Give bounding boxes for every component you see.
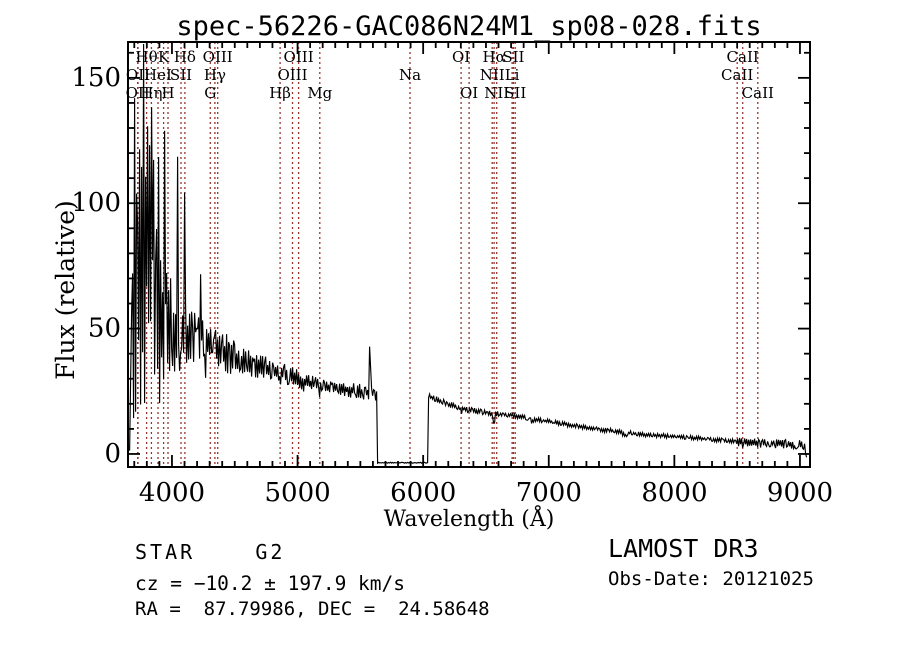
spectral-line-label: CaII (727, 48, 759, 66)
spectral-line-label: Hβ (269, 84, 291, 102)
y-tick-label: 150 (71, 63, 121, 93)
spectrum-trace (129, 43, 808, 465)
spectral-line-label: CaII (742, 84, 774, 102)
y-tick-label: 100 (71, 188, 121, 218)
spectral-line-label: Li (505, 66, 520, 84)
spectral-line-label: G (204, 84, 216, 102)
y-tick-label: 0 (104, 439, 121, 469)
spectral-line-label: Hη (140, 84, 162, 102)
x-tick-label: 6000 (390, 478, 456, 508)
spectral-line-label: OI (452, 48, 470, 66)
spectral-line-label: NII (484, 84, 509, 102)
spectral-line-label: H (161, 84, 174, 102)
spectral-line-label: HeI (144, 66, 172, 84)
x-axis-label: Wavelength (Å) (383, 507, 555, 532)
plot-title: spec-56226-GAC086N24M1_sp08-028.fits (176, 11, 762, 42)
x-tick-label: 7000 (516, 478, 582, 508)
y-axis-label: Flux (relative) (51, 200, 80, 380)
spectral-line-label: Na (399, 66, 421, 84)
spectral-line-label: Mg (307, 84, 332, 102)
x-tick-label: 8000 (641, 478, 707, 508)
x-tick-label: 5000 (265, 478, 331, 508)
x-tick-label: 4000 (139, 478, 205, 508)
spectral-line-label: SII (504, 84, 526, 102)
spectral-line-label: Hδ (174, 48, 196, 66)
spectral-line-label: OIII (284, 48, 314, 66)
object-class-text: STAR G2 (135, 540, 286, 564)
plot-frame (127, 41, 811, 468)
spectral-line-label: OIII (277, 66, 307, 84)
spectral-line-label: Hθ (136, 48, 158, 66)
ra-dec-text: RA = 87.79986, DEC = 24.58648 (135, 598, 490, 620)
obs-date-text: Obs-Date: 20121025 (608, 568, 814, 590)
spectral-line-label: OIII (203, 48, 233, 66)
spectral-line-label: NII (480, 66, 505, 84)
spectral-line-label: SII (502, 48, 524, 66)
spectral-line-label: Hγ (204, 66, 226, 84)
spectral-line-label: SII (170, 66, 192, 84)
cz-velocity-text: cz = −10.2 ± 197.9 km/s (135, 572, 406, 595)
survey-release-text: LAMOST DR3 (608, 534, 759, 563)
spectral-line-label: OI (460, 84, 478, 102)
y-tick-label: 50 (88, 314, 121, 344)
spectral-line-label: CaII (721, 66, 753, 84)
x-tick-label: 9000 (767, 478, 833, 508)
spectral-line-label: K (158, 48, 170, 66)
spectral-line-label: Hα (482, 48, 505, 66)
